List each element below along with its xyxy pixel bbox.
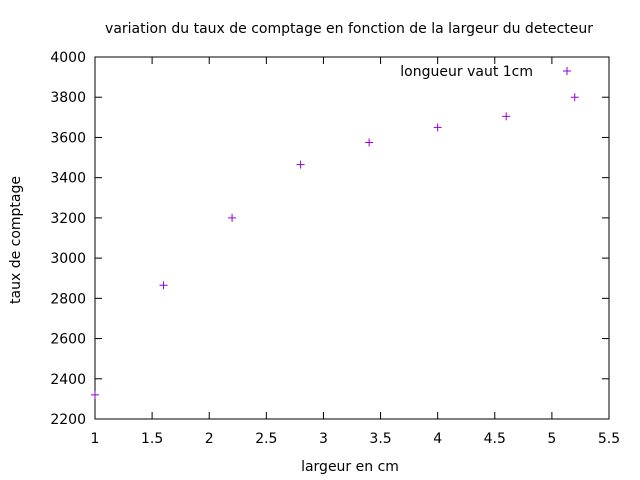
x-axis-label: largeur en cm (301, 459, 399, 475)
y-axis: 2200 2400 2600 2800 3000 3200 3400 3600 3800 4000 (50, 50, 609, 428)
legend-plus-icon (563, 67, 571, 75)
data-point (228, 213, 237, 222)
y-tick-label: 4000 (50, 50, 86, 66)
legend-marker (563, 67, 571, 75)
y-tick-label: 2800 (50, 291, 86, 307)
x-tick-label: 4.5 (484, 431, 506, 447)
x-tick-label: 4 (433, 431, 442, 447)
y-tick-label: 2400 (50, 372, 86, 388)
x-tick-label: 3.5 (369, 431, 391, 447)
y-axis-label: taux de comptage (8, 176, 24, 304)
chart-title: variation du taux de comptage en fonctio… (105, 21, 593, 37)
data-point (433, 123, 442, 132)
y-tick-label: 3600 (50, 130, 86, 146)
data-point (296, 160, 305, 169)
x-tick-label: 1.5 (141, 431, 163, 447)
x-tick-label: 2.5 (255, 431, 277, 447)
y-tick-label: 3200 (50, 211, 86, 227)
data-points (91, 93, 579, 399)
y-tick-label: 3000 (50, 251, 86, 267)
data-point (91, 390, 99, 399)
data-point (502, 112, 511, 121)
x-tick-label: 5 (547, 431, 556, 447)
y-tick-label: 3400 (50, 171, 86, 187)
x-tick-label: 5.5 (598, 431, 620, 447)
x-tick-label: 1 (91, 431, 100, 447)
plot-frame (94, 56, 610, 420)
data-point (159, 281, 168, 290)
x-tick-label: 3 (319, 431, 328, 447)
y-tick-label: 2200 (50, 412, 86, 428)
x-axis: 1 1.5 2 2.5 3 3.5 4 4.5 5 5.5 (91, 57, 620, 447)
legend-label: longueur vaut 1cm (400, 64, 533, 80)
data-point (570, 93, 579, 102)
y-tick-label: 2600 (50, 332, 86, 348)
data-point (365, 138, 374, 147)
x-tick-label: 2 (205, 431, 214, 447)
legend: longueur vaut 1cm (400, 64, 571, 80)
y-tick-label: 3800 (50, 90, 86, 106)
